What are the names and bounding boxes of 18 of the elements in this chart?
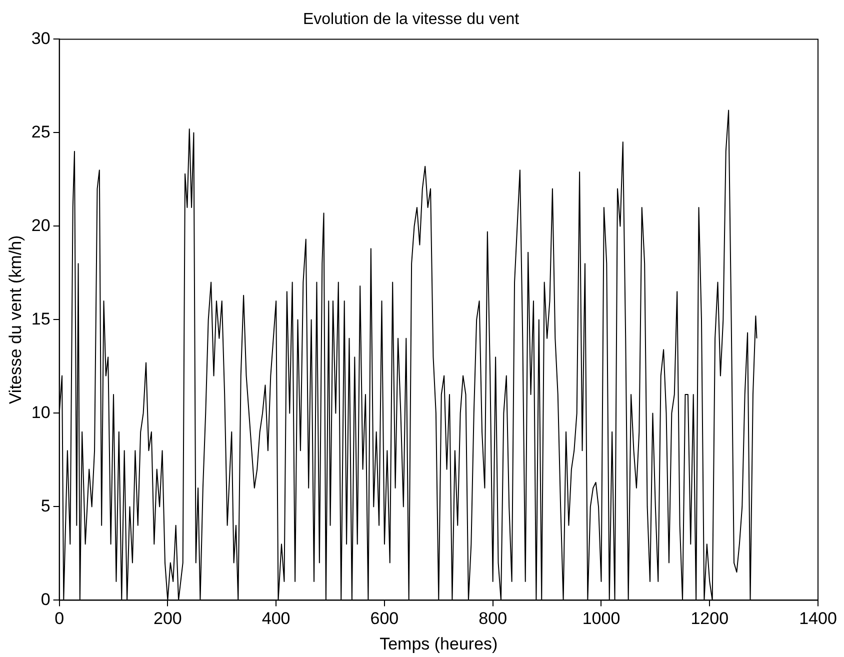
y-tick-label: 15 [31, 309, 50, 328]
y-tick-label: 0 [40, 590, 50, 609]
x-tick-label: 1400 [799, 609, 837, 628]
x-tick-label: 600 [370, 609, 399, 628]
x-tick-label: 1000 [582, 609, 620, 628]
x-tick-label: 0 [54, 609, 64, 628]
x-tick-label: 400 [262, 609, 290, 628]
x-axis-title: Temps (heures) [380, 634, 498, 654]
chart-title: Evolution de la vitesse du vent [302, 11, 520, 28]
y-tick-label: 10 [31, 402, 50, 422]
y-axis-title: Vitesse du vent (km/h) [6, 235, 25, 404]
x-tick-label: 1200 [690, 609, 729, 628]
y-tick-label: 25 [31, 122, 50, 142]
x-tick-label: 200 [154, 609, 182, 628]
y-tick-label: 20 [31, 216, 50, 235]
y-tick-label: 5 [40, 496, 50, 516]
x-tick-label: 800 [478, 609, 508, 628]
y-tick-label: 30 [31, 28, 50, 48]
